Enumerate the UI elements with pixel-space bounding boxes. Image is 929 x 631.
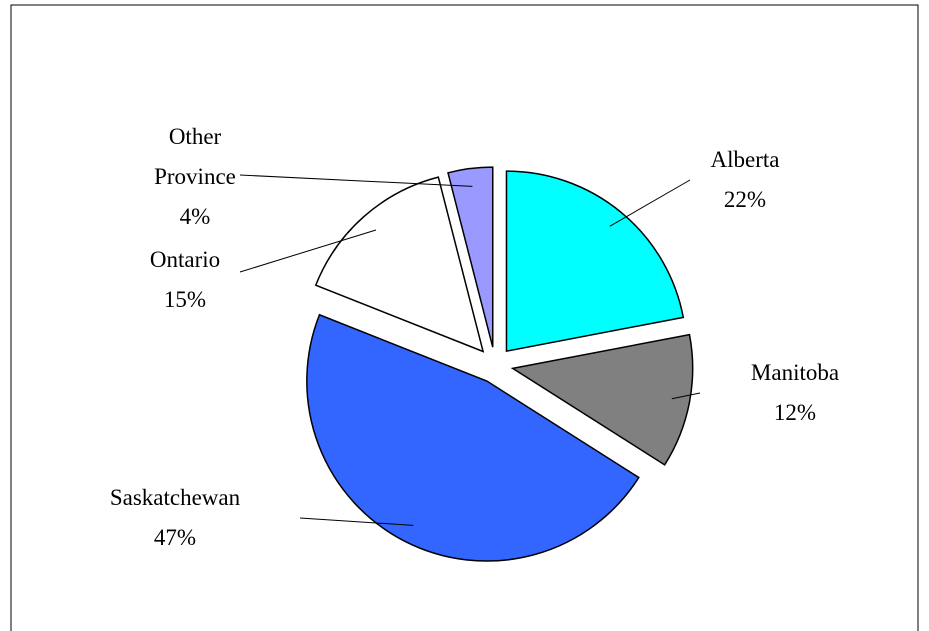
value-label: 15%: [163, 287, 207, 312]
category-name: Manitoba: [750, 360, 840, 385]
value-label: 22%: [723, 187, 767, 212]
slice-label: Manitoba 12%: [715, 353, 875, 433]
slice-label: Other Province 4%: [140, 117, 250, 237]
leader-line: [239, 229, 377, 273]
value-label: 4%: [179, 204, 211, 229]
pie-slice: [306, 313, 640, 562]
leader-line: [671, 392, 701, 400]
pie-slice: [447, 166, 494, 348]
slice-label: Saskatchewan 47%: [90, 478, 260, 558]
leader-line: [239, 174, 473, 187]
leader-line: [609, 179, 691, 227]
category-name: Saskatchewan: [109, 485, 241, 510]
category-name: Ontario: [149, 247, 221, 272]
value-label: 12%: [773, 400, 817, 425]
slice-label: Ontario 15%: [105, 240, 265, 320]
pie-slice: [505, 170, 685, 353]
category-name: Alberta: [710, 147, 780, 172]
category-name: Other Province: [154, 124, 236, 189]
value-label: 47%: [153, 525, 197, 550]
leader-line: [299, 517, 414, 526]
pie-slice: [510, 333, 694, 466]
pie-slice: [314, 176, 485, 353]
slice-label: Alberta 22%: [665, 140, 825, 220]
